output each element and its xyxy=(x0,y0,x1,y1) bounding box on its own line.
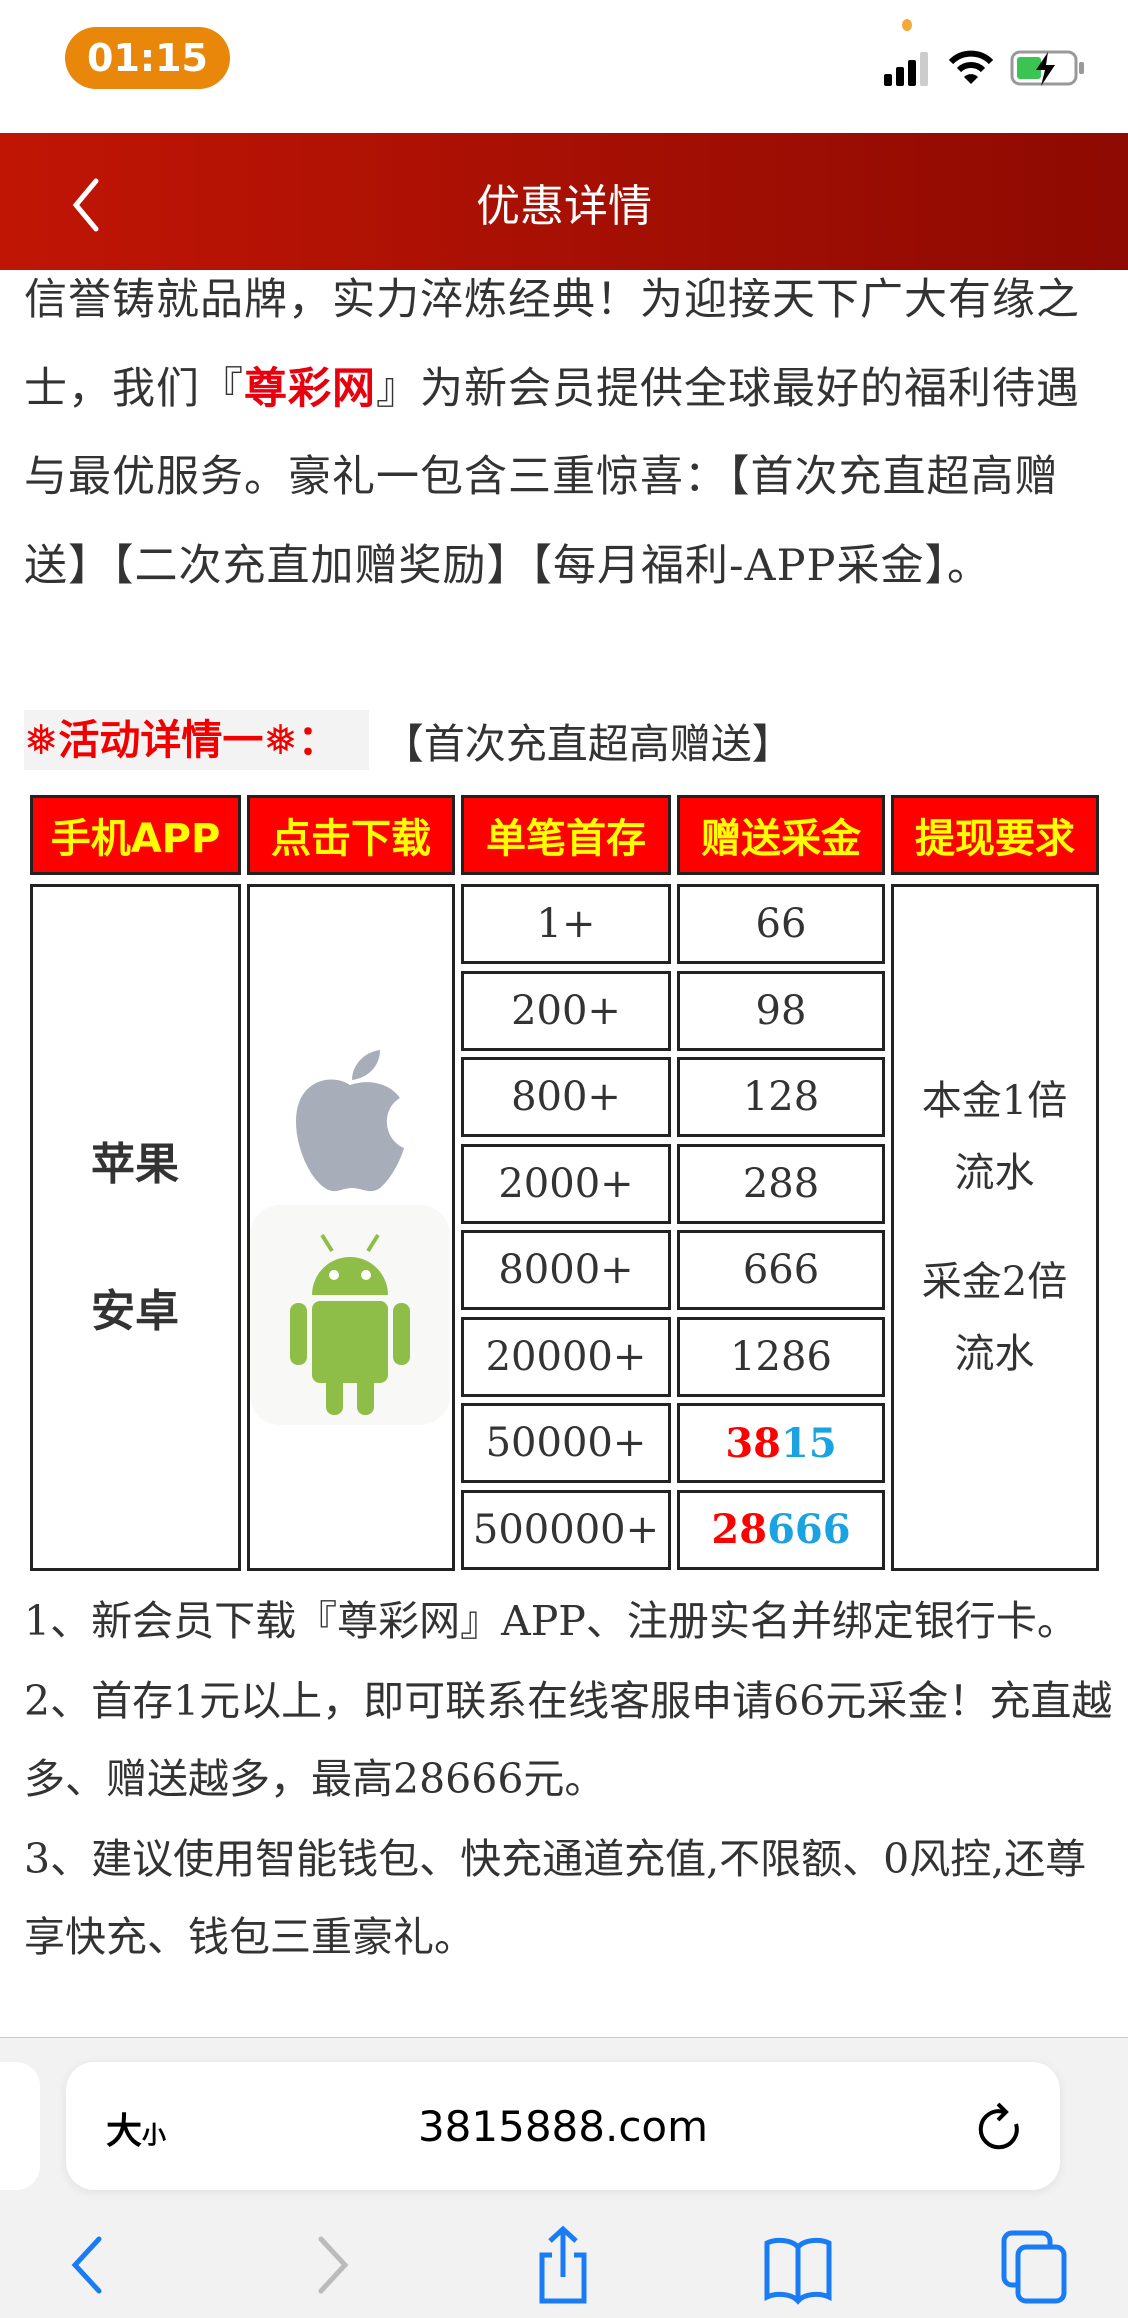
deposit-cell: 800+ xyxy=(461,1057,671,1137)
intro-text: 信誉铸就品牌，实力淬炼经典！为迎接天下广大有缘之士，我们『 xyxy=(24,275,1080,414)
deposit-cell: 2000+ xyxy=(461,1143,671,1224)
bonus-cell: 38 15 xyxy=(677,1403,885,1483)
text-size-big: 大 xyxy=(106,2111,143,2152)
requirement-bonus: 采金2倍 流水 xyxy=(891,1246,1098,1390)
deposit-cell: 20000+ xyxy=(461,1316,671,1397)
page-title: 优惠详情 xyxy=(476,180,652,232)
deposit-cell: 500000+ xyxy=(461,1489,671,1570)
bonus-cell: 66 xyxy=(677,884,885,964)
reload-icon[interactable] xyxy=(974,2100,1024,2154)
bonus-highlight-blue: 666 xyxy=(767,1506,851,1553)
deposit-cell: 50000+ xyxy=(461,1403,671,1483)
bonus-highlight-red: 38 xyxy=(725,1419,781,1467)
deposit-cell: 1+ xyxy=(461,884,671,964)
requirement-column xyxy=(891,884,1099,1571)
platform-android: 安卓 xyxy=(91,1286,179,1337)
url-text[interactable]: 3815888.com xyxy=(417,2101,709,2151)
requirement-principal: 本金1倍 流水 xyxy=(891,1065,1098,1209)
brand-name: 尊彩网 xyxy=(244,363,376,414)
bonus-cell: 98 xyxy=(677,970,885,1051)
text-size-button[interactable]: 大小 xyxy=(106,2102,166,2154)
header-bonus: 赠送采金 xyxy=(677,795,885,875)
previous-tab-preview[interactable] xyxy=(0,2062,40,2190)
header-app: 手机APP xyxy=(30,795,241,875)
platform-column xyxy=(30,884,241,1571)
bonus-cell: 128 xyxy=(677,1057,885,1137)
forward-icon[interactable] xyxy=(295,2225,365,2305)
requirement-text: 流水 xyxy=(954,1150,1035,1196)
note-item: 2、首存1元以上，即可联系在线客服申请66元采金！充直越多、赠送越多，最高286… xyxy=(24,1677,1113,1803)
notes-list: 1、新会员下载『尊彩网』APP、注册实名并绑定银行卡。 2、首存1元以上，即可联… xyxy=(24,1582,1114,1978)
page-header: 优惠详情 xyxy=(0,133,1128,270)
header-download: 点击下载 xyxy=(247,795,455,875)
share-icon[interactable] xyxy=(528,2225,598,2305)
back-icon[interactable] xyxy=(55,2225,125,2305)
bonus-highlight-blue: 15 xyxy=(781,1419,837,1467)
activity-subtitle: 【首次充直超高赠送】 xyxy=(382,720,793,768)
header-withdraw: 提现要求 xyxy=(891,795,1099,875)
bonus-highlight-red: 28 xyxy=(711,1506,768,1553)
bookmarks-icon[interactable] xyxy=(763,2225,833,2305)
wifi-icon xyxy=(948,50,994,84)
address-bar[interactable]: 大小 3815888.com xyxy=(66,2062,1060,2190)
status-bar: 01:15 xyxy=(0,0,1128,133)
note-item: 3、建议使用智能钱包、快充通道充值,不限额、0风控,还尊享快充、钱包三重豪礼。 xyxy=(24,1835,1087,1961)
apple-icon[interactable] xyxy=(280,1040,420,1200)
android-icon-tile[interactable] xyxy=(250,1205,450,1425)
requirement-text: 采金2倍 xyxy=(921,1259,1068,1305)
bonus-cell: 666 xyxy=(677,1230,885,1310)
intro-text-continued: 』为新会员提供全球最好的福利待遇与最优服务。豪礼一包含三重惊喜：【首次充直超高赠… xyxy=(24,363,1080,591)
deposit-cell: 8000+ xyxy=(461,1230,671,1310)
deposit-cell: 200+ xyxy=(461,970,671,1051)
note-item: 1、新会员下载『尊彩网』APP、注册实名并绑定银行卡。 xyxy=(24,1597,1078,1645)
header-deposit: 单笔首存 xyxy=(461,795,671,875)
chevron-left-icon[interactable] xyxy=(66,175,106,235)
tabs-icon[interactable] xyxy=(1000,2225,1070,2305)
android-icon xyxy=(290,1233,410,1415)
download-column xyxy=(247,884,455,1571)
signal-icon xyxy=(884,52,928,86)
requirement-text: 本金1倍 xyxy=(921,1078,1068,1124)
activity-label: ❅活动详情一❅： xyxy=(24,710,369,770)
activity-heading: ❅活动详情一❅： 【首次充直超高赠送】 xyxy=(24,710,793,770)
battery-charging-icon xyxy=(1010,50,1084,86)
intro-paragraph: 信誉铸就品牌，实力淬炼经典！为迎接天下广大有缘之士，我们『尊彩网』为新会员提供全… xyxy=(24,256,1114,610)
platform-ios: 苹果 xyxy=(91,1139,179,1190)
bonus-cell: 28 666 xyxy=(677,1489,885,1570)
requirement-text: 流水 xyxy=(954,1331,1035,1377)
bonus-cell: 288 xyxy=(677,1143,885,1224)
bonus-cell: 1286 xyxy=(677,1316,885,1397)
status-time: 01:15 xyxy=(65,27,230,89)
privacy-indicator-dot xyxy=(902,19,912,31)
text-size-small: 小 xyxy=(142,2121,167,2149)
